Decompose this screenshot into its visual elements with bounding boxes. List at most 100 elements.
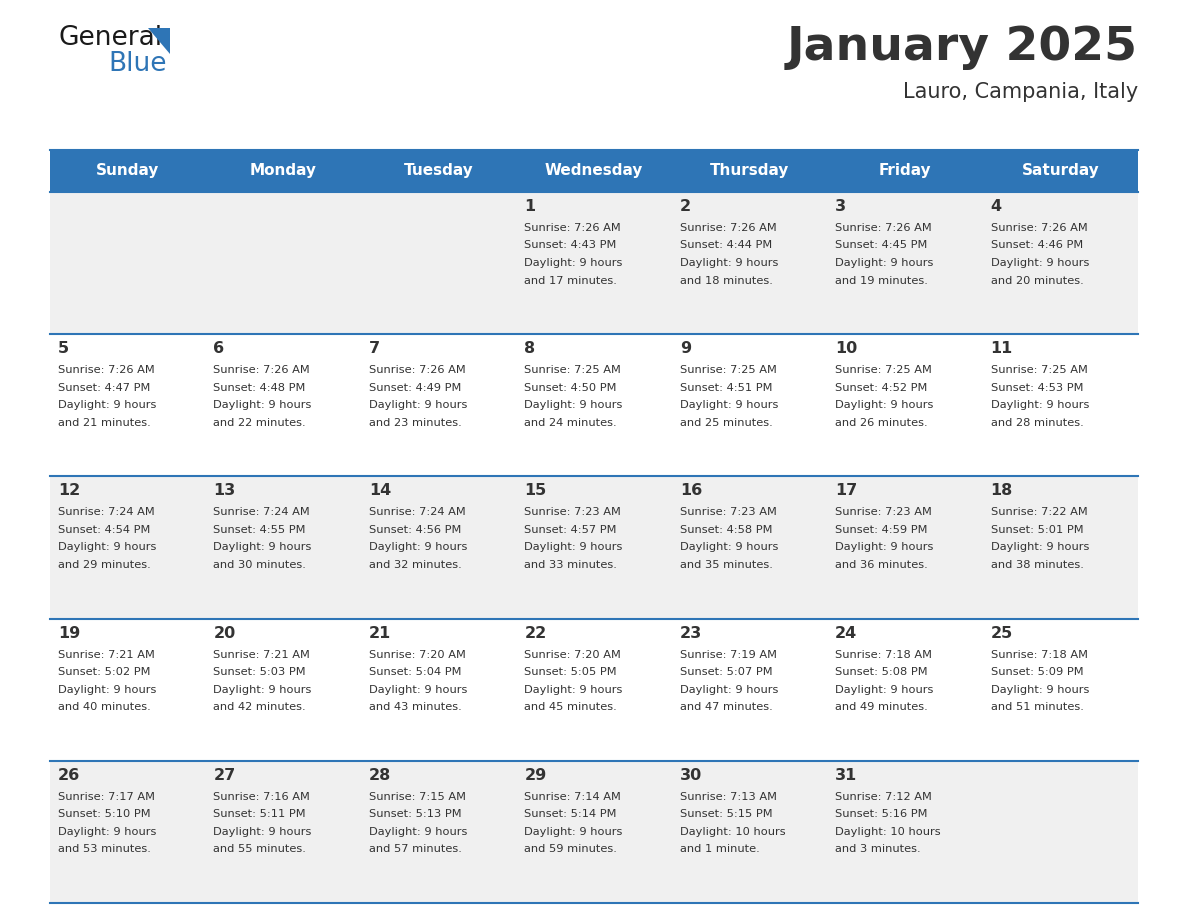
Text: Sunset: 5:04 PM: Sunset: 5:04 PM [368,667,461,677]
Text: Daylight: 9 hours: Daylight: 9 hours [991,400,1089,410]
Text: Sunrise: 7:26 AM: Sunrise: 7:26 AM [991,223,1087,233]
Text: Sunrise: 7:26 AM: Sunrise: 7:26 AM [835,223,931,233]
Text: and 40 minutes.: and 40 minutes. [58,702,151,712]
Text: and 25 minutes.: and 25 minutes. [680,418,772,428]
Text: Sunset: 4:48 PM: Sunset: 4:48 PM [214,383,305,393]
Text: Sunrise: 7:19 AM: Sunrise: 7:19 AM [680,650,777,660]
Text: and 51 minutes.: and 51 minutes. [991,702,1083,712]
Text: Sunset: 5:05 PM: Sunset: 5:05 PM [524,667,617,677]
Bar [982,150,1138,192]
Text: Daylight: 9 hours: Daylight: 9 hours [680,543,778,553]
Text: and 29 minutes.: and 29 minutes. [58,560,151,570]
Text: Sunrise: 7:25 AM: Sunrise: 7:25 AM [991,365,1087,375]
Text: Sunset: 4:54 PM: Sunset: 4:54 PM [58,525,151,535]
Text: Daylight: 9 hours: Daylight: 9 hours [835,543,934,553]
Text: Sunset: 5:10 PM: Sunset: 5:10 PM [58,810,151,819]
Text: Sunset: 5:09 PM: Sunset: 5:09 PM [991,667,1083,677]
Bar [50,334,1138,476]
Text: Sunrise: 7:17 AM: Sunrise: 7:17 AM [58,792,154,801]
Text: Sunset: 4:53 PM: Sunset: 4:53 PM [991,383,1083,393]
Text: Daylight: 9 hours: Daylight: 9 hours [368,543,467,553]
Text: 31: 31 [835,767,858,783]
Text: Sunrise: 7:24 AM: Sunrise: 7:24 AM [214,508,310,518]
Text: Sunset: 5:03 PM: Sunset: 5:03 PM [214,667,307,677]
Text: and 28 minutes.: and 28 minutes. [991,418,1083,428]
Text: Sunset: 4:52 PM: Sunset: 4:52 PM [835,383,928,393]
Text: and 47 minutes.: and 47 minutes. [680,702,772,712]
Text: 7: 7 [368,341,380,356]
Text: Sunrise: 7:26 AM: Sunrise: 7:26 AM [58,365,154,375]
Bar [50,192,1138,334]
Text: 12: 12 [58,484,81,498]
Text: 16: 16 [680,484,702,498]
Text: and 17 minutes.: and 17 minutes. [524,275,617,285]
Text: Daylight: 9 hours: Daylight: 9 hours [524,827,623,837]
Text: and 3 minutes.: and 3 minutes. [835,845,921,855]
Text: Sunrise: 7:15 AM: Sunrise: 7:15 AM [368,792,466,801]
Text: Sunrise: 7:22 AM: Sunrise: 7:22 AM [991,508,1087,518]
Text: January 2025: January 2025 [786,25,1138,70]
Text: Sunset: 4:57 PM: Sunset: 4:57 PM [524,525,617,535]
Text: 1: 1 [524,199,536,214]
Text: Sunrise: 7:23 AM: Sunrise: 7:23 AM [680,508,777,518]
Text: Sunrise: 7:25 AM: Sunrise: 7:25 AM [524,365,621,375]
Text: Daylight: 9 hours: Daylight: 9 hours [214,685,311,695]
Text: 6: 6 [214,341,225,356]
Text: Sunset: 5:13 PM: Sunset: 5:13 PM [368,810,461,819]
Text: 11: 11 [991,341,1013,356]
Text: Daylight: 9 hours: Daylight: 9 hours [368,827,467,837]
Text: and 57 minutes.: and 57 minutes. [368,845,462,855]
Text: 23: 23 [680,625,702,641]
Text: Daylight: 9 hours: Daylight: 9 hours [58,827,157,837]
Text: 28: 28 [368,767,391,783]
Text: 2: 2 [680,199,691,214]
Text: Daylight: 9 hours: Daylight: 9 hours [991,543,1089,553]
Text: and 21 minutes.: and 21 minutes. [58,418,151,428]
Text: and 18 minutes.: and 18 minutes. [680,275,772,285]
Text: Sunset: 4:58 PM: Sunset: 4:58 PM [680,525,772,535]
Text: Daylight: 9 hours: Daylight: 9 hours [524,543,623,553]
Text: Blue: Blue [108,51,166,77]
Text: Sunset: 5:15 PM: Sunset: 5:15 PM [680,810,772,819]
Text: Sunset: 5:08 PM: Sunset: 5:08 PM [835,667,928,677]
Text: Sunrise: 7:23 AM: Sunrise: 7:23 AM [835,508,933,518]
Text: 5: 5 [58,341,69,356]
Text: Monday: Monday [249,163,317,178]
Text: Sunrise: 7:25 AM: Sunrise: 7:25 AM [680,365,777,375]
Text: Daylight: 9 hours: Daylight: 9 hours [991,685,1089,695]
Text: Sunset: 4:50 PM: Sunset: 4:50 PM [524,383,617,393]
Text: Sunday: Sunday [96,163,159,178]
Text: 26: 26 [58,767,81,783]
Text: Sunset: 5:14 PM: Sunset: 5:14 PM [524,810,617,819]
Text: Sunset: 5:16 PM: Sunset: 5:16 PM [835,810,928,819]
Bar [827,150,982,192]
Text: Daylight: 9 hours: Daylight: 9 hours [368,685,467,695]
Text: 13: 13 [214,484,235,498]
Text: and 23 minutes.: and 23 minutes. [368,418,462,428]
Text: Sunrise: 7:18 AM: Sunrise: 7:18 AM [835,650,933,660]
Text: Daylight: 9 hours: Daylight: 9 hours [524,685,623,695]
Text: 19: 19 [58,625,81,641]
Text: Daylight: 9 hours: Daylight: 9 hours [680,685,778,695]
Text: Sunset: 4:44 PM: Sunset: 4:44 PM [680,241,772,251]
Text: Sunset: 4:43 PM: Sunset: 4:43 PM [524,241,617,251]
Text: Sunset: 4:59 PM: Sunset: 4:59 PM [835,525,928,535]
Text: and 43 minutes.: and 43 minutes. [368,702,462,712]
Text: 4: 4 [991,199,1001,214]
Text: Daylight: 9 hours: Daylight: 9 hours [680,400,778,410]
Text: Daylight: 9 hours: Daylight: 9 hours [524,258,623,268]
Text: and 19 minutes.: and 19 minutes. [835,275,928,285]
Bar [206,150,361,192]
Bar [50,761,1138,903]
Text: Daylight: 10 hours: Daylight: 10 hours [680,827,785,837]
Text: Sunrise: 7:26 AM: Sunrise: 7:26 AM [524,223,621,233]
Text: 18: 18 [991,484,1013,498]
Text: Daylight: 9 hours: Daylight: 9 hours [58,543,157,553]
Text: 27: 27 [214,767,235,783]
Bar [517,150,671,192]
Text: and 45 minutes.: and 45 minutes. [524,702,617,712]
Text: Sunset: 4:47 PM: Sunset: 4:47 PM [58,383,151,393]
Text: and 30 minutes.: and 30 minutes. [214,560,307,570]
Text: Daylight: 9 hours: Daylight: 9 hours [214,543,311,553]
Text: 3: 3 [835,199,846,214]
